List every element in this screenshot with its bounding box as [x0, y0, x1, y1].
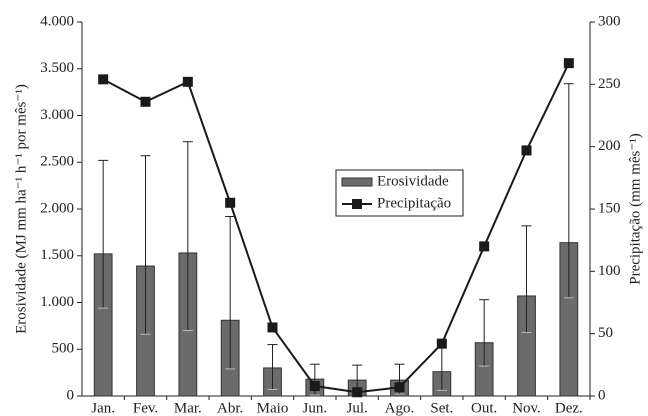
- y2-tick-label: 50: [598, 325, 613, 341]
- y2-axis-title: Precipitação (mm mês⁻¹): [627, 133, 643, 285]
- y-tick-label: 1.500: [40, 247, 74, 263]
- legend-label: Precipitação: [377, 195, 451, 211]
- y-tick-label: 1.000: [40, 294, 74, 310]
- line: [102, 62, 570, 394]
- marker: [267, 322, 278, 333]
- x-tick-label: Abr.: [217, 400, 243, 416]
- y2-tick-label: 0: [598, 387, 606, 403]
- y-tick-label: 0: [67, 387, 75, 403]
- y-tick-label: 3.000: [40, 107, 74, 123]
- marker: [394, 382, 405, 393]
- x-tick-label: Nov.: [512, 400, 541, 416]
- y-tick-label: 4.000: [40, 13, 74, 29]
- marker: [479, 241, 490, 252]
- x-tick-label: Jul.: [347, 400, 368, 416]
- x-tick-label: Out.: [471, 400, 497, 416]
- y2-tick-label: 300: [598, 13, 621, 29]
- marker: [352, 387, 363, 398]
- y2-tick-label: 250: [598, 76, 621, 92]
- marker: [182, 76, 193, 87]
- y-tick-label: 3.500: [40, 60, 74, 76]
- marker: [521, 145, 532, 156]
- x-tick-label: Jun.: [303, 400, 328, 416]
- x-tick-label: Maio: [257, 400, 289, 416]
- legend-label: Erosividade: [377, 173, 449, 189]
- x-tick-label: Set.: [430, 400, 453, 416]
- marker: [140, 96, 151, 107]
- y2-tick-label: 200: [598, 138, 621, 154]
- y-axis-title: Erosividade (MJ mm ha⁻¹ h⁻¹ por mês⁻¹): [13, 84, 29, 334]
- y2-tick-label: 100: [598, 263, 621, 279]
- x-tick-label: Fev.: [133, 400, 158, 416]
- x-tick-label: Dez.: [555, 400, 583, 416]
- marker: [225, 197, 236, 208]
- marker: [309, 381, 320, 392]
- x-tick-label: Mar.: [174, 400, 202, 416]
- y2-tick-label: 150: [598, 200, 621, 216]
- marker: [436, 338, 447, 349]
- legend-symbol: [352, 199, 362, 209]
- marker: [98, 74, 109, 85]
- marker: [563, 58, 574, 69]
- legend-symbol: [341, 177, 373, 187]
- x-tick-label: Ago.: [385, 400, 415, 416]
- y-tick-label: 2.500: [40, 154, 74, 170]
- y-tick-label: 500: [52, 341, 75, 357]
- x-tick-label: Jan.: [91, 400, 115, 416]
- y-tick-label: 2.000: [40, 200, 74, 216]
